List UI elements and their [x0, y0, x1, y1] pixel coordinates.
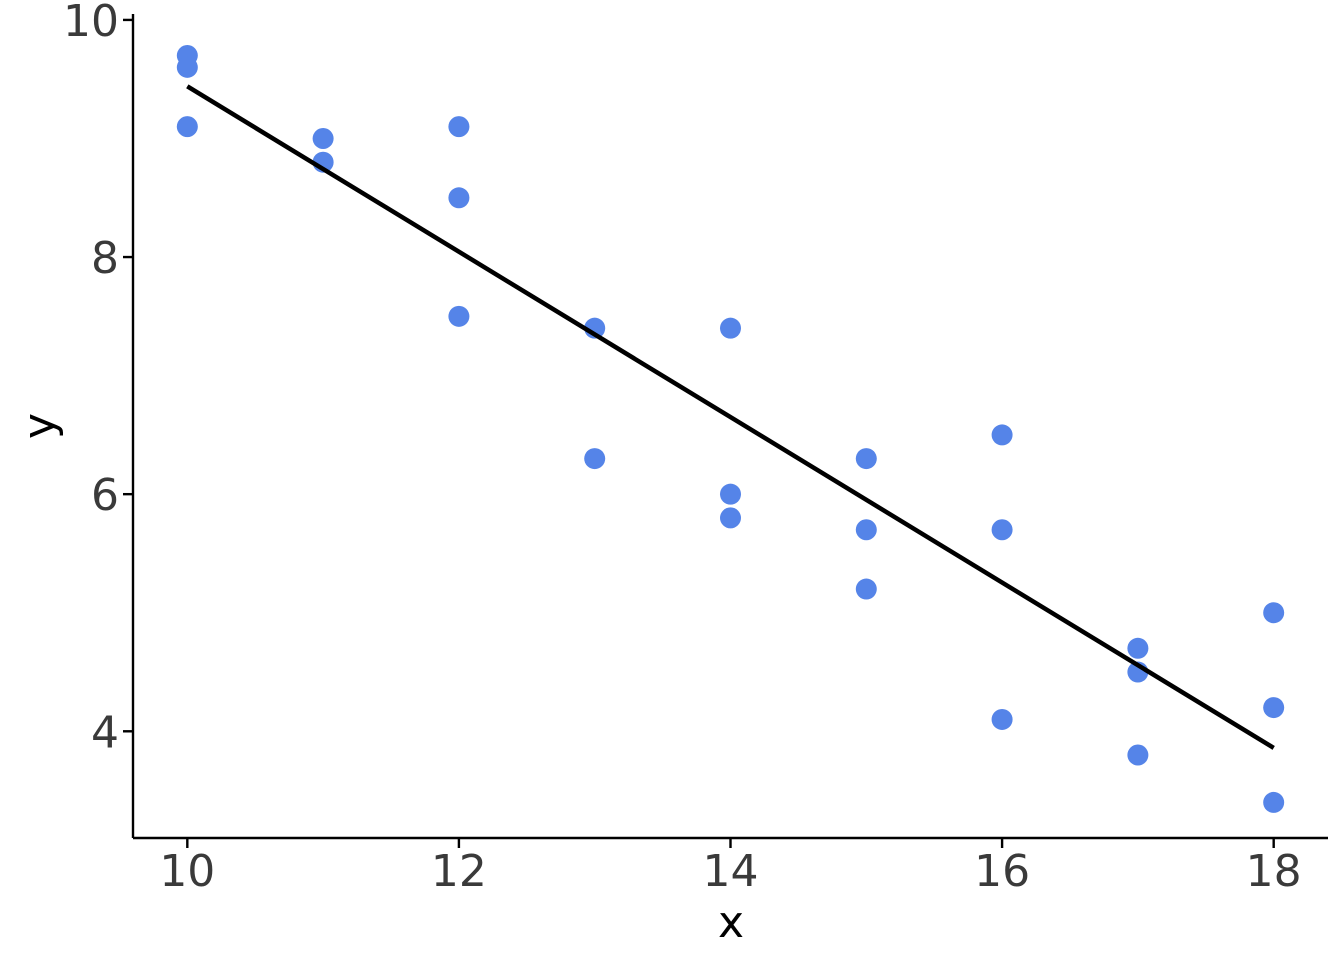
data-point — [991, 519, 1013, 541]
data-point — [720, 483, 741, 505]
x-tick-label: 14 — [703, 846, 759, 897]
data-point — [720, 507, 741, 529]
data-point — [991, 424, 1013, 446]
data-point — [855, 578, 877, 600]
x-tick-label: 16 — [974, 846, 1030, 897]
data-point — [176, 116, 198, 138]
data-point — [1127, 744, 1149, 766]
x-tick-label: 10 — [159, 846, 215, 897]
data-point — [720, 317, 741, 339]
data-point — [448, 187, 470, 209]
y-axis-ticks: 4 6 8 10 — [63, 0, 133, 758]
data-point — [584, 448, 606, 470]
data-point — [1127, 637, 1149, 659]
x-tick-label: 18 — [1246, 846, 1302, 897]
data-points — [176, 44, 1285, 813]
data-point — [1263, 791, 1285, 813]
y-tick-label: 4 — [91, 707, 119, 758]
y-tick-label: 6 — [91, 470, 119, 521]
data-point — [855, 519, 877, 541]
y-axis-title: y — [14, 413, 65, 439]
y-tick-label: 8 — [91, 233, 119, 284]
x-axis-ticks: 10 12 14 16 18 — [159, 838, 1302, 897]
y-tick-label: 10 — [63, 0, 119, 47]
data-point — [448, 116, 470, 138]
data-point — [1263, 602, 1285, 624]
x-tick-label: 12 — [431, 846, 487, 897]
data-point — [176, 56, 198, 78]
x-axis-title: x — [718, 897, 744, 948]
data-point — [991, 708, 1013, 730]
data-point — [1263, 697, 1285, 719]
regression-line-group — [186, 84, 1275, 750]
data-point — [448, 305, 470, 327]
data-point — [312, 127, 334, 149]
regression-line — [186, 84, 1275, 750]
data-point — [855, 448, 877, 470]
